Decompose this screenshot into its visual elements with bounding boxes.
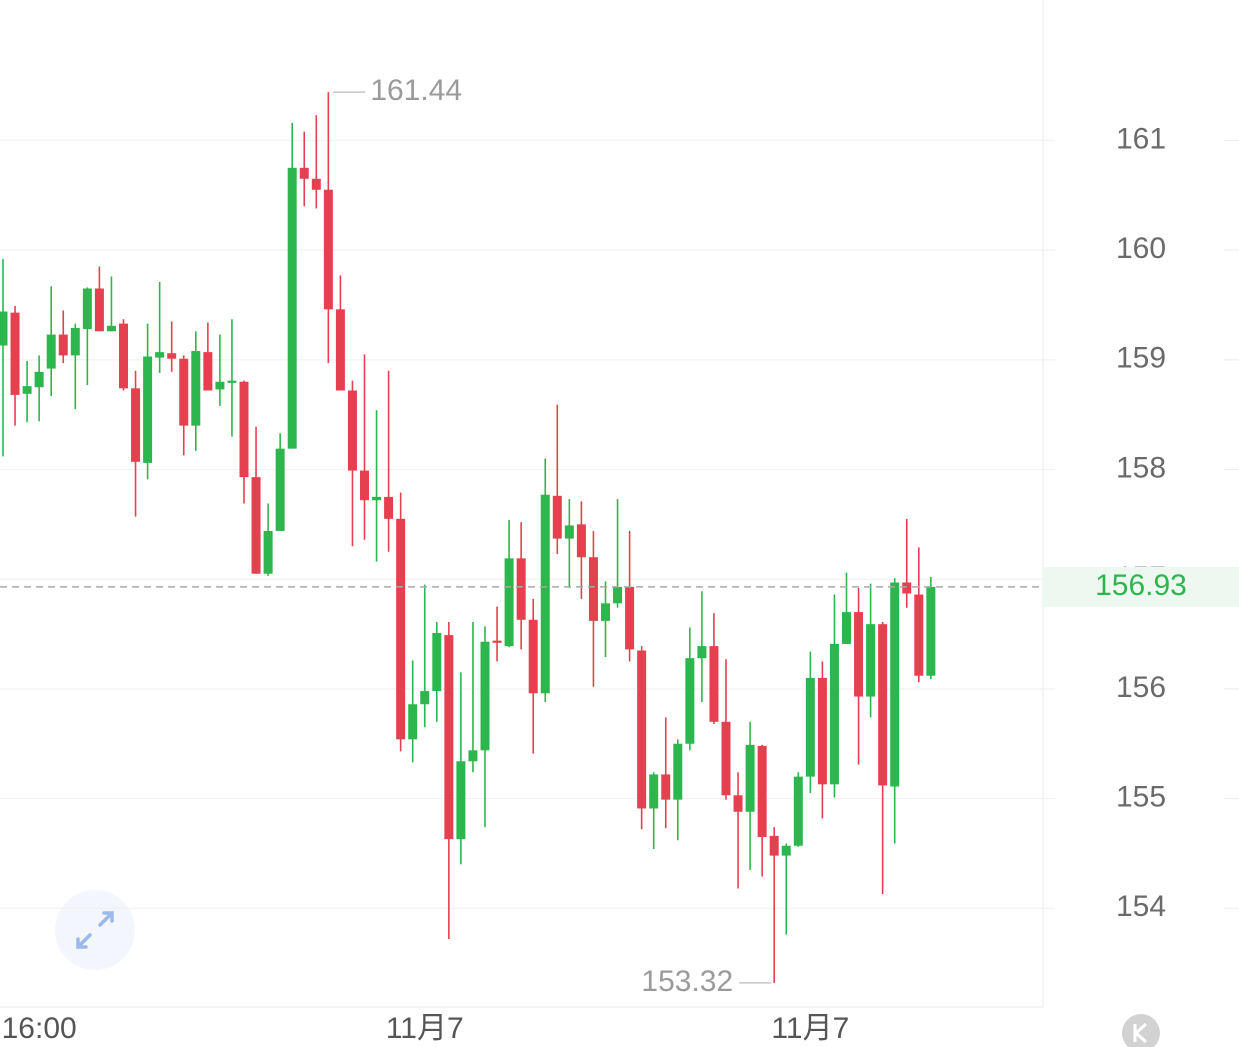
candle-body <box>625 586 635 650</box>
candle-body <box>227 380 237 383</box>
candle-body <box>781 845 791 856</box>
candle-body <box>890 582 900 787</box>
candle-body <box>203 352 213 391</box>
k-icon[interactable] <box>1133 1022 1148 1044</box>
candle-body <box>239 381 249 478</box>
expand-button[interactable] <box>55 890 135 970</box>
candle-body <box>516 558 526 620</box>
candle-body <box>757 745 767 837</box>
candle-body <box>854 612 864 697</box>
candle-body <box>46 334 56 369</box>
candle-body <box>926 586 936 676</box>
y-tick-label: 158 <box>1116 451 1166 484</box>
candle-body <box>10 312 20 395</box>
x-tick-label: 16:00 <box>2 1012 77 1045</box>
candle-body <box>82 288 92 330</box>
candle-body <box>456 761 466 840</box>
candle-body <box>480 641 490 751</box>
candle-body <box>384 496 394 519</box>
candle-body <box>396 518 406 740</box>
candle-body <box>155 352 165 358</box>
candle-body <box>564 525 574 539</box>
candle-body <box>673 743 683 800</box>
candle-body <box>70 327 80 356</box>
candle-body <box>468 750 478 762</box>
candle-body <box>119 323 128 389</box>
y-tick-label: 156 <box>1116 671 1166 704</box>
y-tick-label: 159 <box>1116 342 1166 375</box>
candle-body <box>685 658 695 744</box>
candle-body <box>745 744 755 812</box>
candle-body <box>721 721 731 796</box>
candle-body <box>347 390 357 471</box>
candle-body <box>360 470 369 501</box>
y-tick-label: 154 <box>1116 890 1166 923</box>
k-button[interactable] <box>1122 1014 1160 1047</box>
candle-body <box>733 795 743 812</box>
candle-body <box>287 167 297 449</box>
candle-body <box>842 612 851 644</box>
candle-body <box>878 624 888 786</box>
candle-body <box>420 691 430 705</box>
x-tick-label: 11月7 <box>386 1012 464 1045</box>
y-tick-label: 160 <box>1116 232 1166 265</box>
max-label: 161.44 <box>370 74 462 107</box>
candle-body <box>131 388 141 462</box>
min-label: 153.32 <box>641 965 733 998</box>
candle-body <box>323 189 333 310</box>
candle-body <box>613 586 623 604</box>
y-tick-label: 161 <box>1116 122 1166 155</box>
expand-icon[interactable] <box>76 911 114 949</box>
x-tick-label: 11月7 <box>771 1012 849 1045</box>
candle-body <box>902 582 912 594</box>
candle-body <box>709 646 719 722</box>
candle-body <box>769 835 779 856</box>
candle-body <box>504 558 514 647</box>
candle-body <box>914 594 924 676</box>
candle-body <box>576 524 586 558</box>
candle-body <box>0 311 8 346</box>
candle-body <box>552 495 562 539</box>
candle-body <box>263 530 273 574</box>
candle-body <box>94 288 104 332</box>
candle-body <box>528 619 538 694</box>
candle-body <box>299 167 309 179</box>
candle-body <box>866 624 876 697</box>
candle-body <box>34 371 44 388</box>
candle-body <box>408 704 418 740</box>
candle-body <box>22 386 32 394</box>
candle-body <box>251 477 261 574</box>
candle-body <box>143 356 153 463</box>
candle-body <box>637 650 647 809</box>
candle-body <box>817 677 827 785</box>
candle-body <box>661 774 671 800</box>
candle-body <box>167 353 177 359</box>
candle-body <box>444 635 454 840</box>
candle-body <box>793 776 803 846</box>
candle-body <box>829 643 839 785</box>
candle-body <box>215 381 225 390</box>
candle-body <box>179 358 189 426</box>
candle-body <box>311 178 321 190</box>
candle-body <box>335 309 345 391</box>
y-tick-label: 155 <box>1116 781 1166 814</box>
candle-body <box>372 496 382 501</box>
candle-body <box>58 334 68 356</box>
candle-body <box>432 632 442 692</box>
candle-body <box>601 603 610 621</box>
candle-body <box>492 640 502 643</box>
last-price-box <box>1043 566 1239 607</box>
candle-body <box>540 494 550 694</box>
last-price-label: 156.93 <box>1095 569 1187 602</box>
candle-body <box>588 557 598 621</box>
candle-body <box>275 448 285 531</box>
expand-bg[interactable] <box>55 890 135 970</box>
candle-body <box>649 774 659 809</box>
candle-body <box>191 351 201 426</box>
candle-body <box>697 646 707 659</box>
candle-body <box>805 677 815 777</box>
candle-body <box>106 325 116 332</box>
